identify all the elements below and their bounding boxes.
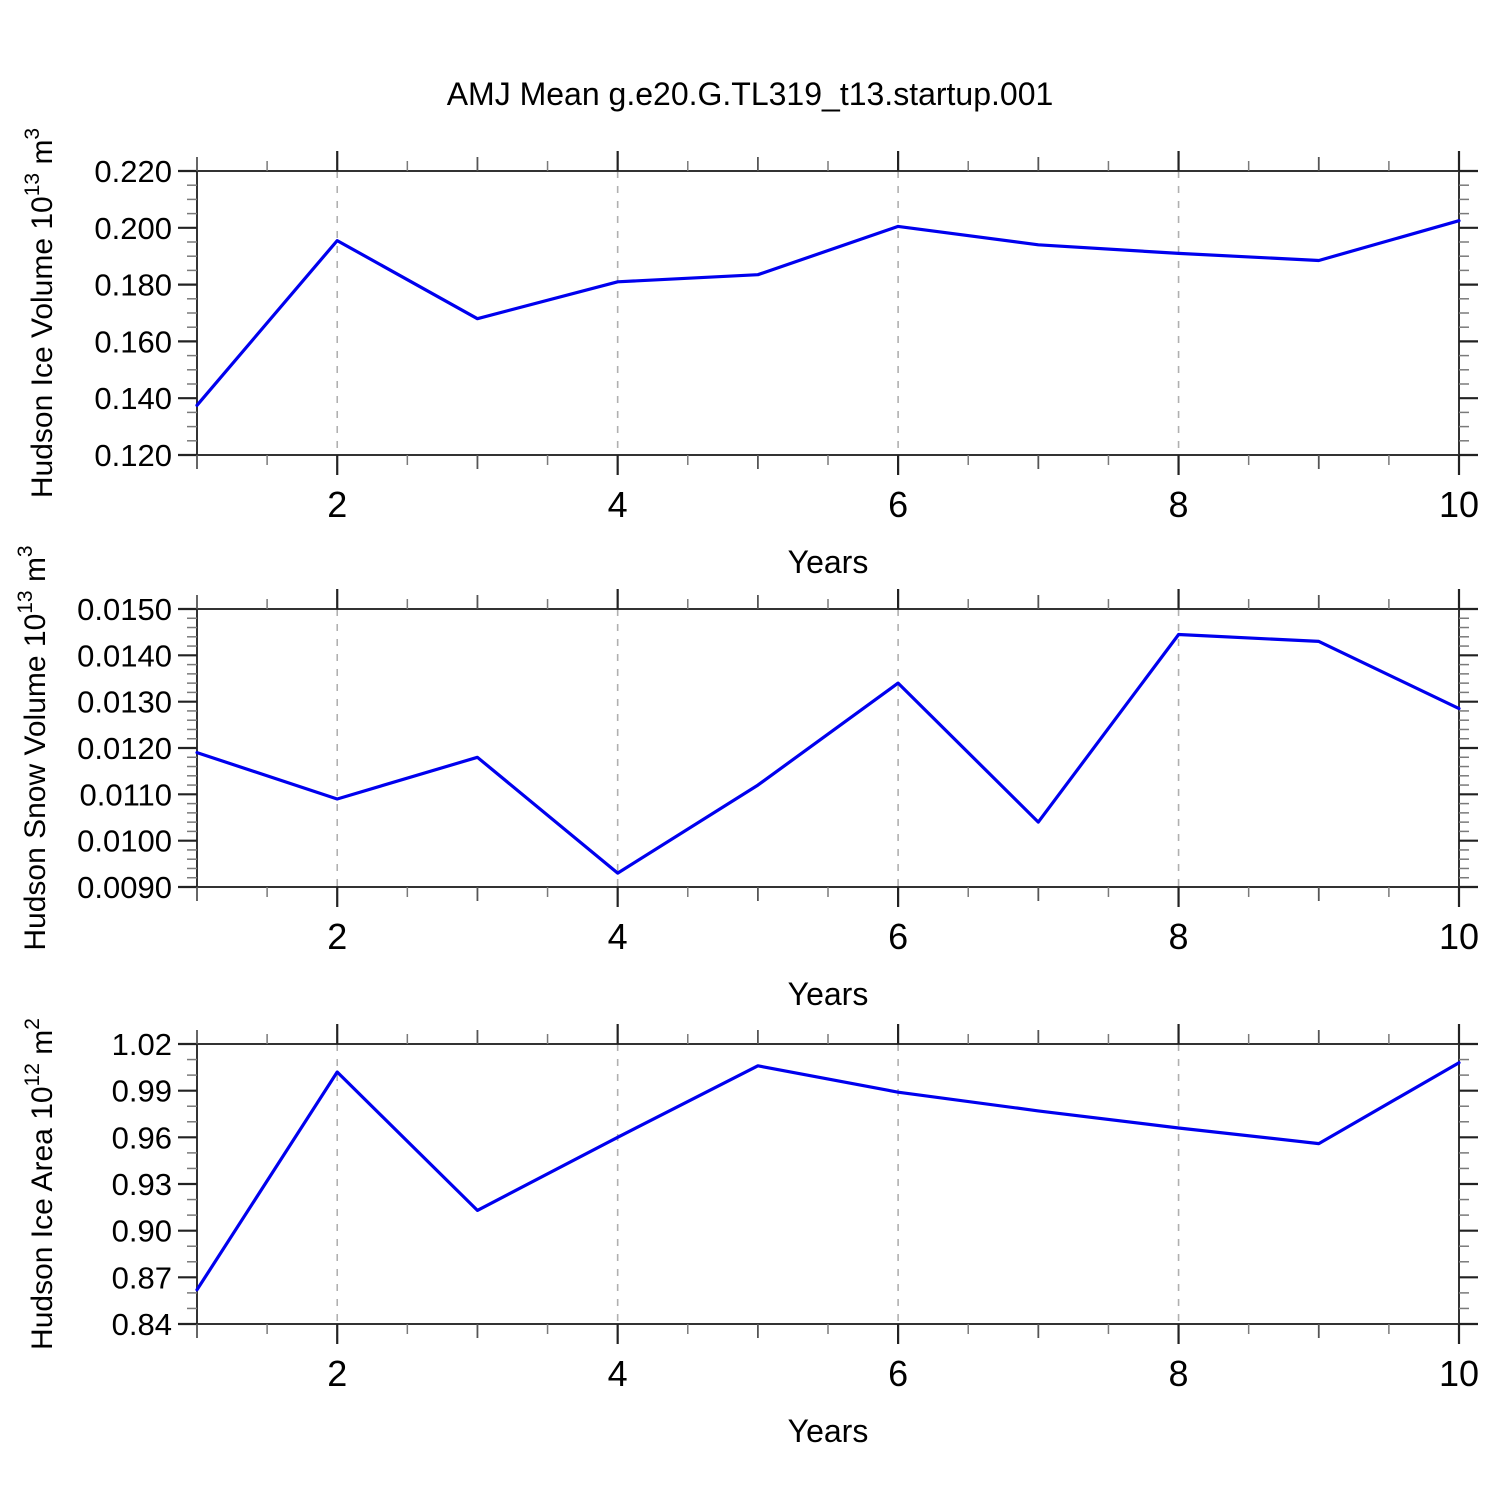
x-tick-label: 4 [608,916,628,957]
y-tick-label: 0.120 [94,438,172,473]
y-tick-label: 1.02 [112,1027,172,1062]
x-tick-label: 4 [608,1353,628,1394]
y-tick-label: 0.0090 [77,870,172,905]
x-tick-label: 8 [1169,484,1189,525]
panel-hudson-snow-volume: 0.0150 0.0140 0.0130 0.0120 0.0110 0.0100 0.00… [14,545,1479,1012]
series-line-hudson-ice-area [195,1061,1461,1292]
panel-hudson-ice-volume: 0.220 0.200 0.180 0.160 0.140 0.120 2 4 6 8 10 Year… [21,128,1479,580]
y-axis-title: Hudson Ice Area 1012 m2 [21,1018,59,1350]
x-tick-label: 10 [1439,1353,1479,1394]
x-tick-label: 6 [888,484,908,525]
y-tick-label: 0.93 [112,1167,172,1202]
y-tick-label: 0.0110 [79,777,172,812]
y-tick-label: 0.96 [112,1120,172,1155]
x-axis-title: Years [788,1413,869,1449]
x-tick-label: 4 [608,484,628,525]
x-tick-label: 8 [1169,916,1189,957]
y-tick-label: 0.84 [112,1307,172,1342]
y-tick-label: 0.0120 [77,731,172,766]
y-axis-title: Hudson Ice Volume 1013 m3 [21,128,59,498]
x-tick-label: 10 [1439,916,1479,957]
y-tick-label: 0.87 [112,1260,172,1295]
y-tick-label: 0.180 [94,268,172,303]
figure-title: AMJ Mean g.e20.G.TL319_t13.startup.001 [446,76,1054,112]
y-tick-label: 0.160 [94,324,172,359]
x-tick-label: 2 [327,916,347,957]
plot-border [196,608,1460,888]
panel-hudson-ice-area: 1.02 0.99 0.96 0.93 0.90 0.87 0.84 2 4 6 8 10 Years H… [21,1018,1479,1449]
y-axis-title: Hudson Snow Volume 1013 m3 [14,545,52,950]
x-tick-label: 8 [1169,1353,1189,1394]
y-tick-label: 0.0150 [77,592,172,627]
y-tick-label: 0.0100 [77,824,172,859]
series-line-hudson-ice-volume [195,219,1461,407]
x-tick-label: 6 [888,1353,908,1394]
y-tick-label: 0.99 [112,1074,172,1109]
x-tick-label: 6 [888,916,908,957]
x-tick-label: 2 [327,484,347,525]
plot-border [196,170,1460,456]
y-tick-label: 0.0140 [77,638,172,673]
y-tick-label: 0.90 [112,1214,172,1249]
x-tick-label: 2 [327,1353,347,1394]
series-line-hudson-snow-volume [195,632,1461,875]
x-axis-title: Years [788,544,869,580]
y-tick-label: 0.220 [94,154,172,189]
y-tick-label: 0.200 [94,211,172,246]
y-tick-label: 0.140 [94,381,172,416]
x-tick-label: 10 [1439,484,1479,525]
y-tick-label: 0.0130 [77,685,172,720]
x-axis-title: Years [788,976,869,1012]
plot-border [196,1043,1460,1325]
